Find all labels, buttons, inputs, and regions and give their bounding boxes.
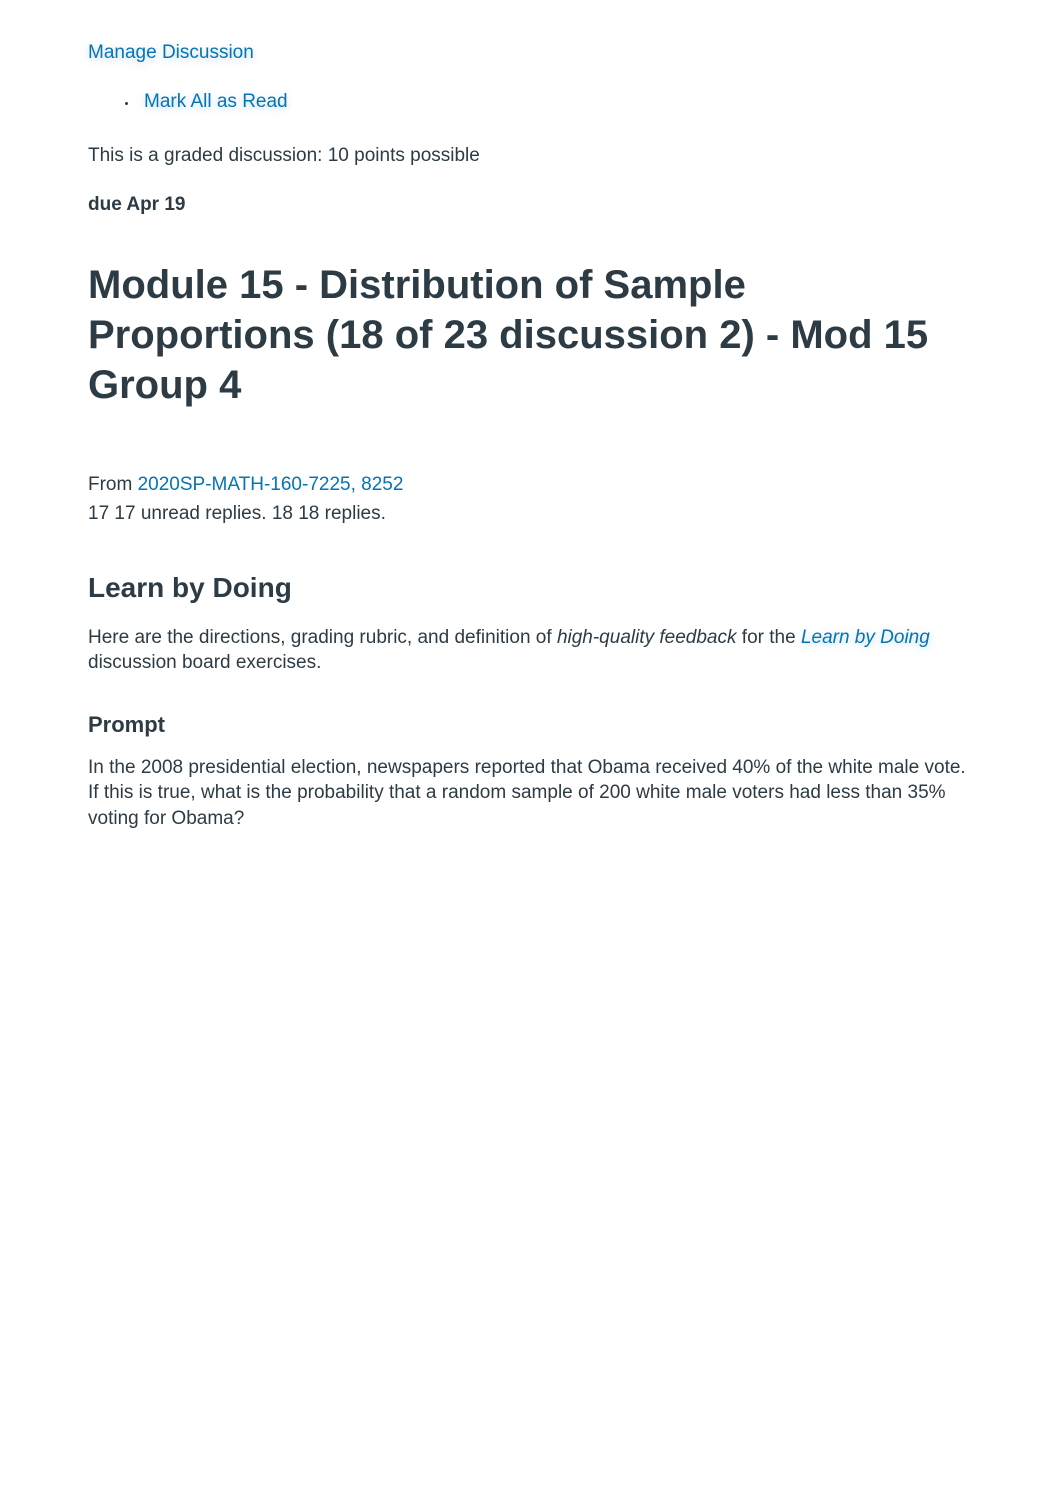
prompt-text: In the 2008 presidential election, newsp… — [88, 755, 974, 832]
total-count-b: 18 — [298, 503, 319, 524]
unread-count-b: 17 — [114, 503, 135, 524]
instructions-middle: for the — [737, 627, 801, 648]
page-title: Module 15 - Distribution of Sample Propo… — [88, 260, 974, 410]
from-label: From — [88, 474, 138, 495]
instructions-prefix: Here are the directions, grading rubric,… — [88, 627, 557, 648]
points-possible: 10 points possible — [328, 145, 480, 166]
graded-discussion-info: This is a graded discussion: 10 points p… — [88, 143, 974, 170]
learn-by-doing-link[interactable]: Learn by Doing — [801, 627, 930, 648]
due-label: due — [88, 194, 126, 215]
total-count-a: 18 — [272, 503, 293, 524]
discussion-menu-list: Mark All as Read — [138, 89, 974, 116]
instructions-paragraph: Here are the directions, grading rubric,… — [88, 625, 974, 676]
course-link[interactable]: 2020SP-MATH-160-7225, 8252 — [138, 474, 404, 495]
graded-prefix: This is a graded discussion: — [88, 145, 328, 166]
from-line: From 2020SP-MATH-160-7225, 8252 — [88, 472, 974, 499]
unread-count-a: 17 — [88, 503, 109, 524]
instructions-italic: high-quality feedback — [557, 627, 737, 648]
manage-discussion-link[interactable]: Manage Discussion — [88, 42, 254, 63]
prompt-heading: Prompt — [88, 710, 974, 741]
due-date-value: Apr 19 — [126, 194, 185, 215]
instructions-suffix: discussion board exercises. — [88, 652, 321, 673]
replies-info: 17 17 unread replies. 18 18 replies. — [88, 501, 974, 528]
learn-by-doing-heading: Learn by Doing — [88, 568, 974, 607]
unread-label: unread replies. — [136, 503, 272, 524]
mark-all-read-link[interactable]: Mark All as Read — [144, 91, 288, 112]
total-label: replies. — [319, 503, 386, 524]
due-date: due Apr 19 — [88, 192, 974, 219]
list-item: Mark All as Read — [138, 89, 974, 116]
